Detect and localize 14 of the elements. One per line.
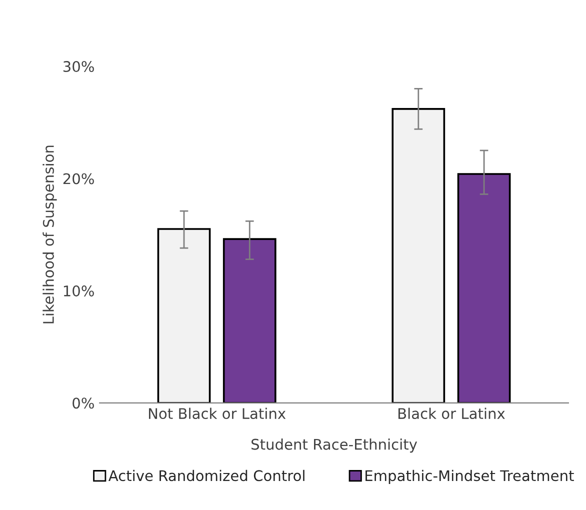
- y-tick-label: 20%: [63, 173, 94, 184]
- y-axis-title: Likelihood of Suspension: [42, 146, 57, 324]
- bar: [222, 238, 276, 403]
- legend-label: Active Randomized Control: [108, 470, 304, 482]
- x-tick-label: Black or Latinx: [398, 408, 505, 420]
- x-axis-title: Student Race-Ethnicity: [252, 438, 418, 453]
- y-tick-label: 30%: [63, 61, 94, 72]
- bar: [392, 108, 446, 403]
- bar: [157, 228, 211, 403]
- y-tick-label: 10%: [64, 285, 94, 296]
- y-tick-label: 0%: [72, 398, 94, 409]
- bar: [457, 173, 511, 403]
- x-tick-label: Not Black or Latinx: [148, 408, 286, 420]
- legend-label: Empathic-Mindset Treatment: [366, 470, 574, 484]
